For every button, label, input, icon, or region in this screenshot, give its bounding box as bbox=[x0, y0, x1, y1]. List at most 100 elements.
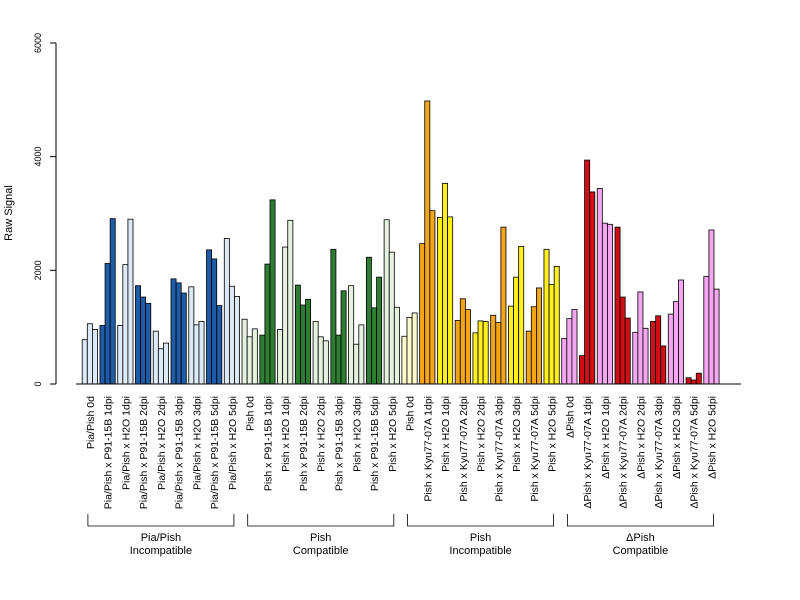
x-tick-label: ΔPish x Kyu77-07A 1dpi bbox=[582, 396, 594, 509]
bar bbox=[695, 372, 702, 385]
x-tick-label: Pish x H2O 5dpi bbox=[547, 396, 559, 472]
bar bbox=[442, 182, 448, 385]
bar bbox=[401, 335, 408, 385]
bar bbox=[305, 298, 312, 385]
bar bbox=[353, 343, 360, 385]
bar bbox=[348, 285, 355, 385]
bar bbox=[642, 327, 649, 385]
x-tick-label: Pia/Pish x P91-15B 2dpi bbox=[138, 396, 150, 509]
x-tick-label: Pia/Pish x P91-15B 1dpi bbox=[103, 396, 115, 509]
bar bbox=[650, 321, 657, 385]
bar bbox=[365, 256, 372, 385]
bar bbox=[678, 279, 684, 385]
bar bbox=[216, 305, 223, 385]
bar bbox=[566, 318, 573, 385]
bar bbox=[145, 302, 152, 385]
bar bbox=[436, 217, 443, 385]
bar bbox=[294, 284, 301, 385]
x-tick-label: Pia/Pish x P91-15B 5dpi bbox=[209, 396, 221, 509]
bar bbox=[300, 304, 306, 385]
bar bbox=[322, 340, 329, 385]
x-tick-label: Pish x H2O 3dpi bbox=[351, 396, 363, 472]
bar bbox=[411, 312, 418, 385]
bar bbox=[241, 318, 248, 385]
bar bbox=[358, 324, 365, 385]
bar bbox=[122, 264, 129, 385]
bar bbox=[447, 216, 454, 385]
bar bbox=[223, 238, 230, 385]
x-tick-label: Pish x Kyu77-07A 3dpi bbox=[493, 396, 505, 502]
x-tick-label: Pish x P91-15B 3dpi bbox=[333, 396, 345, 491]
bar bbox=[135, 285, 141, 385]
bar bbox=[157, 348, 164, 385]
group-label: Pia/Pish bbox=[141, 532, 181, 544]
bar bbox=[708, 229, 715, 385]
bar bbox=[477, 320, 484, 385]
y-tick-label: 4000 bbox=[33, 147, 43, 167]
bar bbox=[685, 377, 692, 385]
bar bbox=[601, 222, 608, 385]
x-tick-label: Pia/Pish x H2O 2dpi bbox=[156, 396, 168, 490]
bar bbox=[667, 313, 674, 385]
bar bbox=[655, 315, 662, 385]
bar bbox=[393, 306, 400, 385]
bar bbox=[454, 319, 461, 385]
bar bbox=[312, 321, 319, 385]
group-bracket bbox=[567, 514, 714, 527]
bar bbox=[482, 321, 489, 385]
group-label: Pish bbox=[470, 532, 491, 544]
bar bbox=[429, 210, 436, 385]
bar bbox=[525, 330, 532, 385]
bar bbox=[536, 287, 542, 385]
bar bbox=[152, 330, 159, 385]
bar bbox=[140, 296, 147, 385]
bar bbox=[251, 328, 258, 385]
group-bracket bbox=[247, 514, 395, 527]
x-tick-label: Pish x P91-15B 1dpi bbox=[262, 396, 274, 491]
bar bbox=[287, 219, 294, 385]
bar bbox=[104, 263, 111, 385]
x-tick-label: Pia/Pish 0d bbox=[85, 396, 97, 449]
bar bbox=[99, 325, 106, 385]
group-bracket bbox=[407, 514, 554, 527]
x-tick-label: ΔPish x H2O 2dpi bbox=[635, 396, 647, 479]
bar bbox=[127, 218, 134, 385]
bar bbox=[419, 243, 426, 385]
x-tick-label: Pish x P91-15B 2dpi bbox=[298, 396, 310, 491]
bar bbox=[632, 331, 639, 385]
x-tick-label: Pia/Pish x H2O 5dpi bbox=[227, 396, 239, 490]
bar bbox=[277, 329, 284, 385]
bar bbox=[371, 307, 377, 385]
x-tick-label: Pia/Pish x H2O 1dpi bbox=[120, 396, 132, 490]
x-tick-label: ΔPish x Kyu77-07A 3dpi bbox=[653, 396, 665, 509]
y-tick-label: 0 bbox=[33, 381, 43, 386]
x-tick-label: Pish x H2O 3dpi bbox=[511, 396, 523, 472]
bar bbox=[518, 246, 525, 385]
bar bbox=[703, 276, 710, 385]
x-tick-label: ΔPish x Kyu77-07A 5dpi bbox=[689, 396, 701, 509]
bar bbox=[234, 296, 240, 385]
bar bbox=[109, 218, 116, 385]
bar bbox=[193, 324, 200, 385]
y-tick-label: 6000 bbox=[33, 33, 43, 53]
x-tick-label: Pish x P91-15B 5dpi bbox=[369, 396, 381, 491]
bar bbox=[163, 342, 169, 385]
x-tick-label: Pish x H2O 5dpi bbox=[387, 396, 399, 472]
bar bbox=[513, 276, 520, 385]
x-tick-label: Pish 0d bbox=[245, 396, 257, 431]
bar bbox=[672, 301, 679, 385]
axes: 0 2000 4000 6000 bbox=[33, 33, 741, 387]
group-label-sub: Incompatible bbox=[449, 545, 511, 557]
x-tick-label: Pish x Kyu77-07A 2dpi bbox=[458, 396, 470, 502]
bar bbox=[330, 248, 337, 385]
bar bbox=[624, 317, 631, 385]
bar bbox=[596, 188, 603, 385]
bar bbox=[198, 321, 205, 385]
bar bbox=[86, 323, 93, 385]
bar bbox=[335, 334, 342, 385]
bar bbox=[472, 332, 479, 385]
x-tick-labels: Pia/Pish 0d Pia/Pish x P91-15B 1dpi Pia/Pi… bbox=[85, 396, 719, 509]
group-label-sub: Incompatible bbox=[130, 545, 192, 557]
bar bbox=[690, 379, 697, 385]
x-tick-label: Pish x H2O 2dpi bbox=[316, 396, 328, 472]
